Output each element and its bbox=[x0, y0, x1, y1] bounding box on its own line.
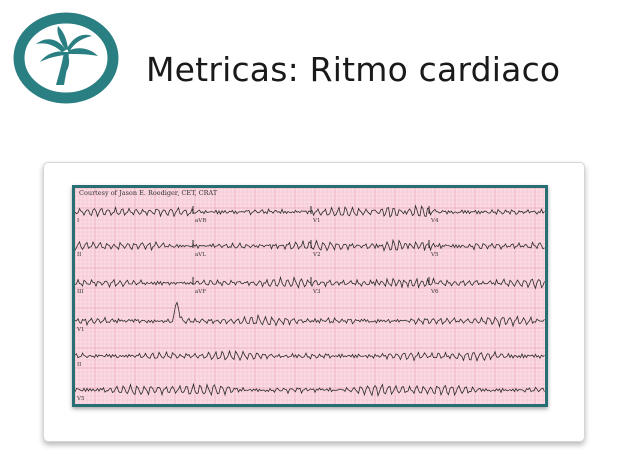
lead-label: aVF bbox=[195, 289, 207, 295]
logo bbox=[12, 12, 120, 104]
lead-label: aVR bbox=[195, 218, 207, 224]
lead-label: I bbox=[77, 218, 80, 224]
ecg-trace-row bbox=[75, 275, 545, 290]
ecg-image: Courtesy of Jason E. Roediger, CET, CRAT… bbox=[72, 185, 548, 407]
ecg-trace-row bbox=[75, 238, 545, 252]
ecg-trace-row bbox=[75, 204, 545, 218]
lead-label: V5 bbox=[431, 252, 439, 258]
lead-label: V2 bbox=[313, 252, 321, 258]
lead-label: V4 bbox=[431, 218, 439, 224]
ecg-trace-row bbox=[75, 349, 545, 363]
lead-label: II bbox=[77, 362, 82, 368]
lead-label: V1 bbox=[313, 218, 321, 224]
ecg-chart bbox=[75, 188, 545, 404]
lead-label: V3 bbox=[313, 289, 321, 295]
palm-tree-icon bbox=[13, 12, 119, 104]
ecg-trace-row bbox=[75, 382, 545, 398]
lead-label: aVL bbox=[195, 252, 206, 258]
lead-label: V6 bbox=[431, 289, 439, 295]
courtesy-caption: Courtesy of Jason E. Roediger, CET, CRAT bbox=[79, 189, 218, 197]
page-title: Metricas: Ritmo cardiaco bbox=[146, 50, 561, 89]
lead-label: II bbox=[77, 252, 82, 258]
ecg-trace-row bbox=[75, 301, 545, 329]
lead-label: III bbox=[77, 289, 84, 295]
lead-label: V5 bbox=[77, 396, 85, 402]
lead-label: V1 bbox=[77, 327, 85, 333]
